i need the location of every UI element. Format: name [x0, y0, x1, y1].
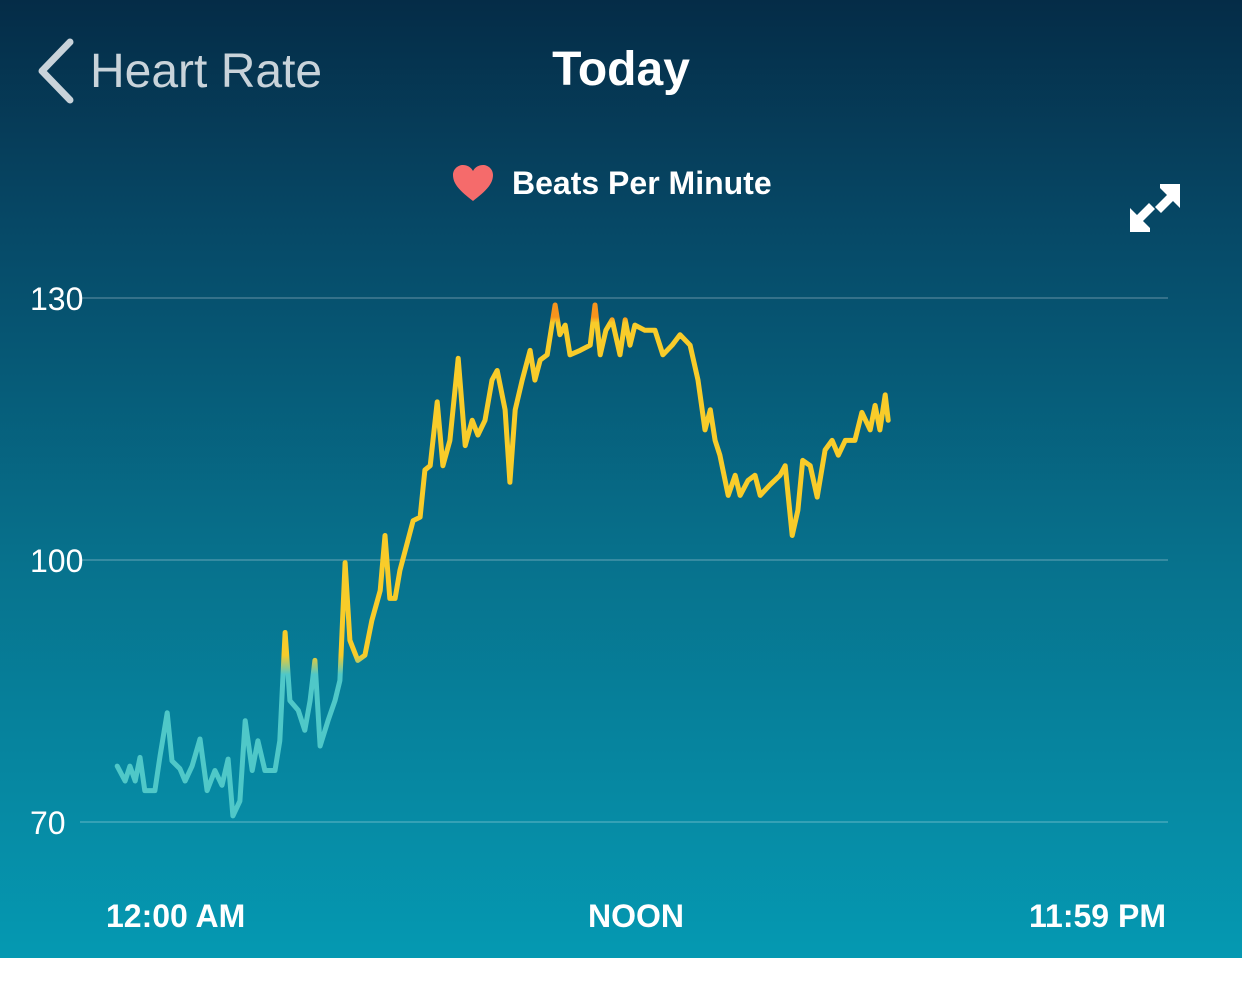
chart-panel [0, 0, 1242, 958]
back-button[interactable]: Heart Rate [36, 38, 322, 104]
heart-rate-chart: 130 100 70 [30, 281, 891, 841]
heart-icon [453, 165, 493, 201]
legend-label: Beats Per Minute [512, 164, 772, 201]
x-tick-label: 12:00 AM [106, 898, 246, 934]
chart-legend: Beats Per Minute [452, 164, 772, 202]
back-label: Heart Rate [90, 44, 323, 98]
y-tick-label: 100 [30, 543, 83, 579]
page-title: Today [552, 43, 690, 96]
x-tick-label: NOON [588, 898, 684, 934]
x-tick-label: 11:59 PM [1029, 898, 1166, 934]
heart-rate-line [114, 302, 891, 819]
y-tick-label: 70 [30, 805, 66, 841]
y-tick-label: 130 [30, 281, 83, 317]
chevron-left-icon [38, 38, 74, 104]
expand-icon[interactable] [1128, 182, 1182, 234]
